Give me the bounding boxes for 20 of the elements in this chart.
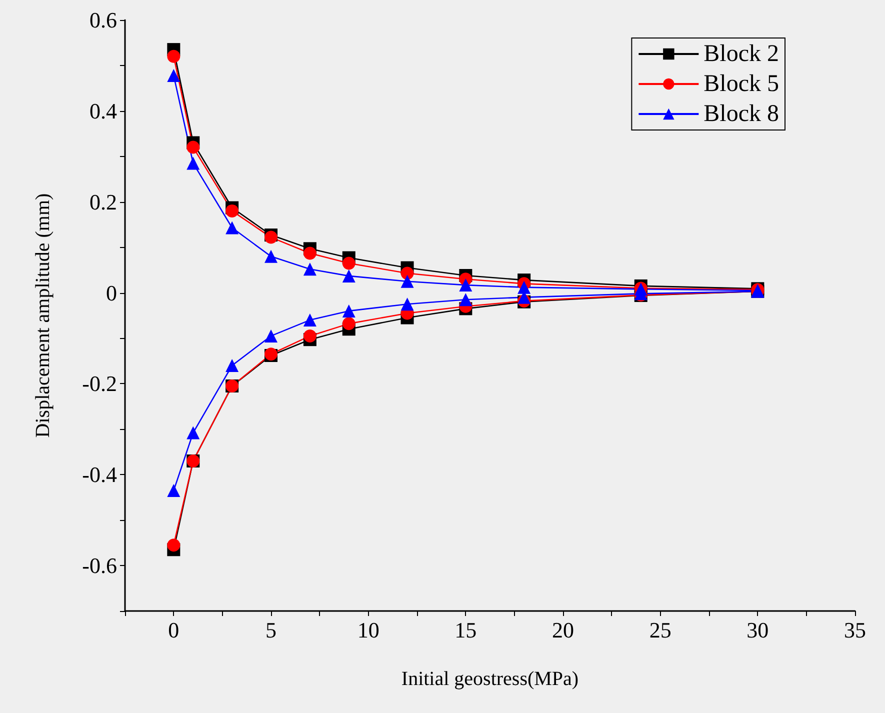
x-tick-label: 20 <box>552 618 574 642</box>
x-tick-label: 35 <box>844 618 866 642</box>
x-tick-label: 15 <box>454 618 477 642</box>
legend-label: Block 5 <box>704 71 779 97</box>
y-tick-label: -0.6 <box>82 553 117 578</box>
y-tick-label: 0.6 <box>90 8 117 32</box>
y-axis-title: Displacement amplitude (mm) <box>32 193 54 438</box>
y-tick-label: 0 <box>106 280 117 306</box>
y-tick-label: 0.2 <box>90 189 117 214</box>
legend-label: Block 8 <box>704 101 779 127</box>
x-tick-label: 5 <box>266 618 276 642</box>
x-axis-title: Initial geostress(MPa) <box>401 668 579 690</box>
x-tick-label: 0 <box>168 618 180 642</box>
x-tick-label: 10 <box>357 618 380 642</box>
y-tick-label: -0.4 <box>82 462 117 488</box>
y-tick-label: -0.2 <box>82 371 117 396</box>
legend-label: Block 2 <box>704 41 779 67</box>
x-tick-label: 25 <box>649 618 672 642</box>
y-tick-label: 0.4 <box>90 98 117 124</box>
x-tick-label: 30 <box>746 618 769 642</box>
